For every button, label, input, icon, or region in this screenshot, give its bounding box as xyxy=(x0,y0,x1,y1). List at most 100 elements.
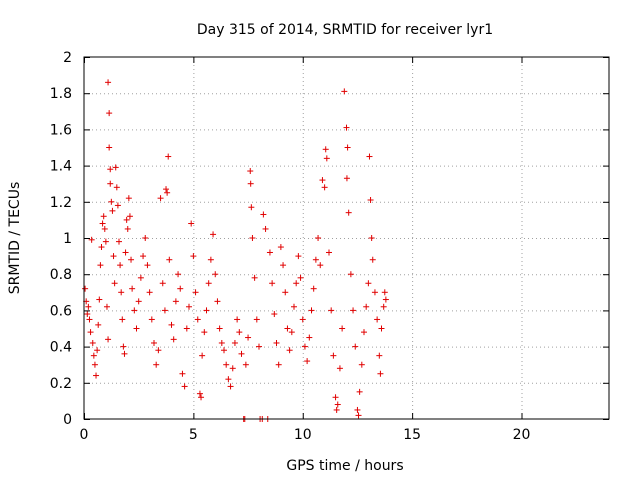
data-point xyxy=(247,180,254,187)
data-point xyxy=(109,207,116,214)
data-point xyxy=(124,225,131,232)
data-point xyxy=(163,186,170,193)
grid xyxy=(84,57,609,419)
data-point xyxy=(168,321,175,328)
data-point xyxy=(128,256,135,263)
data-point xyxy=(148,316,155,323)
data-point xyxy=(306,334,313,341)
data-point xyxy=(125,195,132,202)
data-point xyxy=(126,213,133,220)
data-point xyxy=(82,285,89,292)
plot-frame xyxy=(83,56,610,420)
x-tick-label: 20 xyxy=(513,427,531,443)
data-point xyxy=(374,316,381,323)
data-point xyxy=(186,303,192,310)
data-point xyxy=(159,280,166,287)
y-tick-label: 2 xyxy=(63,50,72,66)
data-point xyxy=(238,350,245,357)
data-point xyxy=(377,370,384,377)
data-point xyxy=(336,365,343,372)
data-point xyxy=(266,249,273,256)
y-tick-label: 1.4 xyxy=(50,159,72,175)
data-point xyxy=(321,184,328,191)
data-point xyxy=(275,361,282,368)
x-tick-label: 15 xyxy=(403,427,421,443)
data-point xyxy=(256,343,262,350)
data-point xyxy=(317,262,324,269)
x-tick-label: 10 xyxy=(294,427,312,443)
data-point xyxy=(358,361,365,368)
data-point xyxy=(123,216,130,223)
data-point xyxy=(248,204,255,211)
data-point xyxy=(107,166,114,173)
data-point xyxy=(86,316,93,323)
data-point xyxy=(323,155,330,162)
data-point xyxy=(236,329,243,336)
data-point xyxy=(102,238,109,245)
y-tick-label: 1.8 xyxy=(50,86,72,102)
y-tick-labels: 0 0.2 0.4 0.6 0.8 1 1.2 1.4 1.6 1.8 2 xyxy=(50,50,72,428)
data-point xyxy=(365,280,372,287)
data-point xyxy=(382,296,389,303)
data-point xyxy=(368,235,375,241)
data-point xyxy=(212,271,219,278)
data-point xyxy=(221,347,227,354)
data-point xyxy=(181,383,188,390)
y-tick-label: 0.2 xyxy=(50,376,72,392)
data-point xyxy=(308,307,315,314)
data-points xyxy=(82,79,389,422)
data-point xyxy=(133,325,140,332)
data-point xyxy=(333,406,340,413)
data-point xyxy=(361,329,367,336)
data-point xyxy=(165,153,172,160)
data-point xyxy=(229,365,236,372)
data-point xyxy=(301,343,308,350)
data-point xyxy=(101,225,108,232)
data-point xyxy=(96,296,103,303)
data-point xyxy=(137,274,144,281)
data-point xyxy=(288,329,295,336)
data-point xyxy=(89,339,96,346)
y-tick-label: 0.6 xyxy=(50,303,72,319)
y-tick-label: 0 xyxy=(63,412,72,428)
x-tick-label: 5 xyxy=(189,427,198,443)
data-point xyxy=(363,303,370,310)
data-point xyxy=(330,352,337,359)
data-point xyxy=(164,189,171,196)
data-point xyxy=(367,196,374,203)
data-point xyxy=(105,336,112,343)
data-point xyxy=(334,401,341,408)
data-point xyxy=(352,343,359,350)
data-point xyxy=(93,372,100,379)
data-point xyxy=(110,253,117,260)
data-point xyxy=(194,316,201,323)
data-point xyxy=(355,412,362,419)
data-point xyxy=(218,339,225,346)
y-tick-label: 0.4 xyxy=(50,340,72,356)
data-point xyxy=(310,285,317,292)
data-point xyxy=(90,352,97,359)
data-point xyxy=(216,325,223,332)
data-point xyxy=(332,394,339,401)
data-point xyxy=(199,352,206,359)
data-point xyxy=(356,388,363,395)
data-point xyxy=(108,198,115,205)
y-tick-label: 1.6 xyxy=(50,122,72,138)
x-tick-label: 0 xyxy=(80,427,89,443)
data-point xyxy=(140,253,147,260)
data-point xyxy=(122,249,129,256)
data-point xyxy=(166,256,173,263)
data-point xyxy=(225,376,232,383)
data-point xyxy=(131,307,138,314)
data-point xyxy=(223,361,230,368)
data-point xyxy=(129,285,136,292)
data-point xyxy=(312,256,319,263)
data-point xyxy=(84,311,91,318)
axis-ticks xyxy=(84,57,609,420)
data-point xyxy=(98,244,105,251)
data-point xyxy=(95,321,102,328)
x-tick-labels: 0 5 10 15 20 xyxy=(80,427,531,443)
data-point xyxy=(297,274,304,281)
data-point xyxy=(214,298,221,305)
data-point xyxy=(91,361,98,368)
